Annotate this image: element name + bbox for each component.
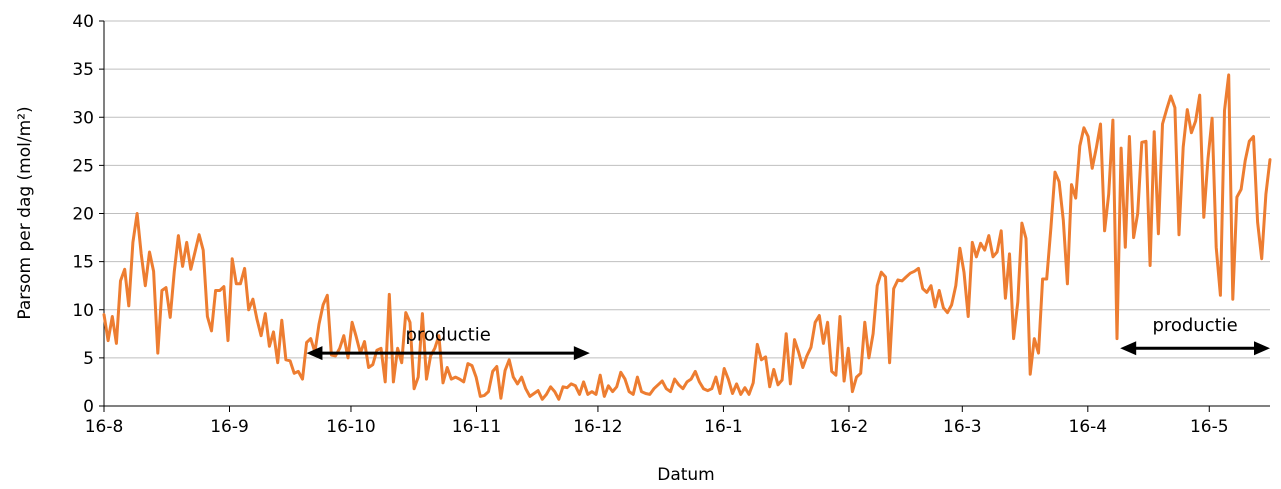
arrow-head-left — [306, 346, 323, 361]
x-axis-title: Datum — [657, 465, 715, 485]
x-tick-label: 16-8 — [85, 417, 124, 437]
axes — [99, 20, 1270, 412]
y-tick-label: 40 — [72, 12, 94, 32]
annotations: productie productie — [306, 315, 1270, 361]
y-tick-label: 20 — [72, 205, 94, 225]
arrow-head-left — [1120, 341, 1137, 356]
y-tick-label: 30 — [72, 108, 94, 128]
x-tick-label: 16-9 — [210, 417, 249, 437]
arrow-head-right — [1254, 341, 1270, 356]
x-tick-label: 16-4 — [1069, 417, 1108, 437]
y-tick-label: 10 — [72, 301, 94, 321]
y-axis-title: Parsom per dag (mol/m²) — [15, 106, 35, 319]
y-tick-labels: 0 5 10 15 20 25 30 35 40 — [72, 12, 94, 417]
arrow-head-right — [573, 346, 590, 361]
y-tick-label: 5 — [83, 349, 94, 369]
production-arrow: productie — [1120, 315, 1270, 356]
production-label: productie — [1152, 315, 1237, 336]
x-tick-label: 16-2 — [830, 417, 869, 437]
series-line — [102, 73, 1272, 401]
gridlines — [104, 20, 1270, 359]
x-tick-label: 16-12 — [573, 417, 622, 437]
x-tick-label: 16-3 — [943, 417, 982, 437]
series-layer — [102, 73, 1272, 401]
x-tick-label: 16-5 — [1190, 417, 1229, 437]
y-tick-label: 35 — [72, 60, 94, 80]
x-tick-label: 16-10 — [326, 417, 375, 437]
x-tick-label: 16-1 — [704, 417, 743, 437]
x-tick-label: 16-11 — [452, 417, 501, 437]
production-arrow: productie — [306, 325, 590, 361]
x-tick-labels: 16-8 16-9 16-10 16-11 16-12 16-1 16-2 16-3 16-4 1… — [85, 417, 1229, 437]
y-tick-label: 25 — [72, 156, 94, 176]
y-tick-label: 15 — [72, 253, 94, 273]
production-label: productie — [405, 325, 490, 346]
y-tick-label: 0 — [83, 397, 94, 417]
